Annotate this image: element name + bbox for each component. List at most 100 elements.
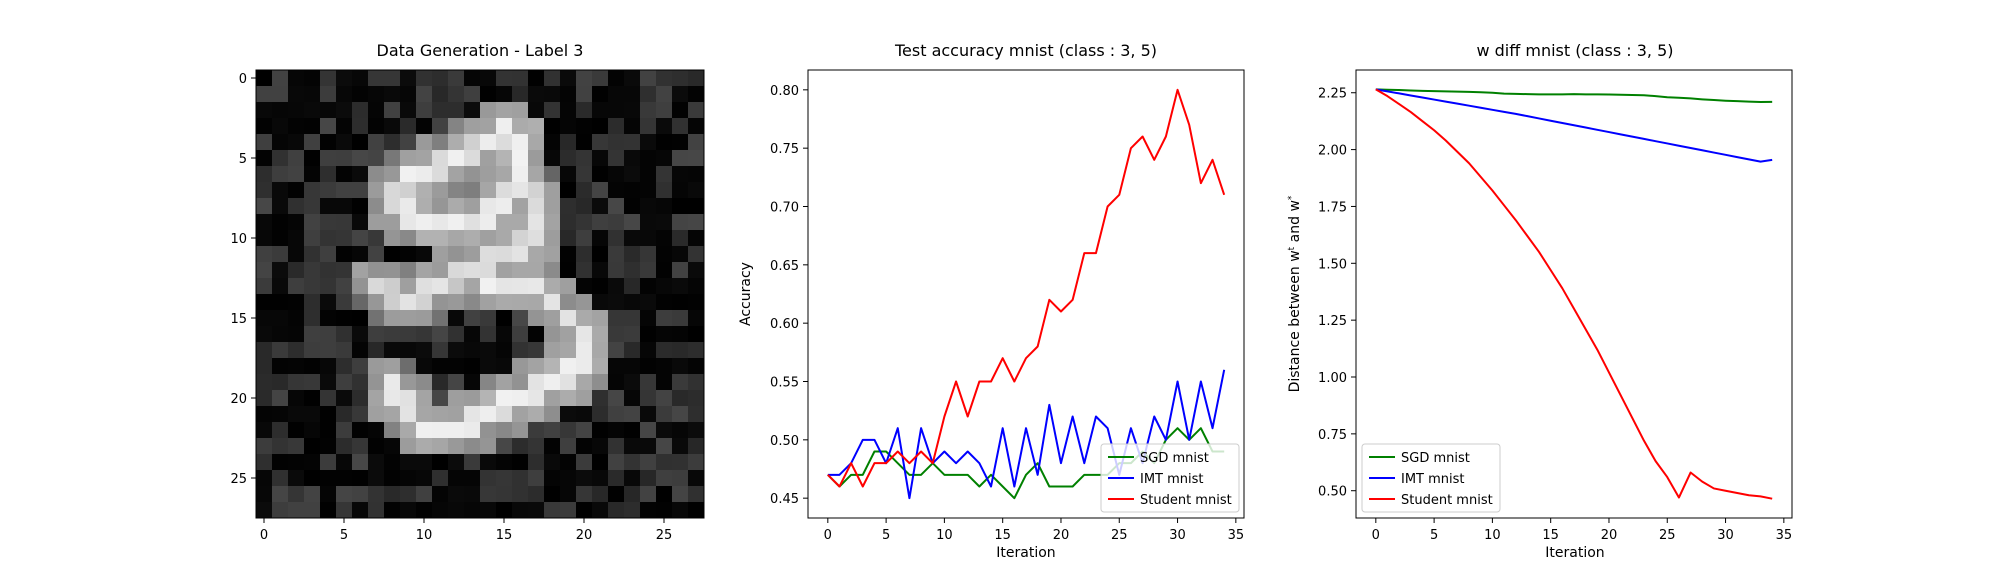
heatmap-cell	[368, 342, 385, 359]
heatmap-cell	[368, 182, 385, 199]
heatmap-cell	[464, 102, 481, 119]
heatmap-cell	[624, 118, 641, 135]
heatmap-cell	[688, 406, 705, 423]
heatmap-cell	[544, 230, 561, 247]
heatmap-cell	[560, 422, 577, 439]
heatmap-cell	[288, 150, 305, 167]
heatmap-cell	[432, 342, 449, 359]
heatmap-cell	[640, 310, 657, 327]
heatmap-cell	[384, 502, 401, 519]
heatmap-cell	[576, 166, 593, 183]
heatmap-cell	[528, 182, 545, 199]
heatmap-cell	[320, 342, 337, 359]
heatmap-cell	[320, 70, 337, 87]
heatmap-cell	[304, 422, 321, 439]
heatmap-cell	[416, 278, 433, 295]
heatmap-cell	[336, 198, 353, 215]
heatmap-cell	[576, 406, 593, 423]
heatmap-cell	[592, 166, 609, 183]
heatmap-cell	[432, 102, 449, 119]
heatmap-cell	[576, 70, 593, 87]
heatmap-cell	[256, 70, 273, 87]
heatmap-cell	[336, 390, 353, 407]
heatmap-cell	[416, 166, 433, 183]
heatmap-cell	[352, 470, 369, 487]
heatmap-cell	[368, 486, 385, 503]
heatmap-cell	[288, 294, 305, 311]
accuracy-frame	[807, 69, 1245, 519]
heatmap-xtick-label: 25	[656, 528, 673, 543]
heatmap-cell	[608, 278, 625, 295]
heatmap-cell	[640, 438, 657, 455]
heatmap-cell	[512, 278, 529, 295]
heatmap-cell	[592, 214, 609, 231]
heatmap-cell	[336, 262, 353, 279]
heatmap-cell	[560, 326, 577, 343]
heatmap-cell	[384, 470, 401, 487]
heatmap-cell	[480, 486, 497, 503]
heatmap-cell	[256, 470, 273, 487]
heatmap-cell	[400, 326, 417, 343]
heatmap-cell	[656, 406, 673, 423]
heatmap-cell	[688, 214, 705, 231]
heatmap-cell	[384, 342, 401, 359]
heatmap-cell	[320, 310, 337, 327]
heatmap-cell	[272, 118, 289, 135]
heatmap-cell	[256, 198, 273, 215]
heatmap-cell	[656, 246, 673, 263]
heatmap-cell	[688, 342, 705, 359]
heatmap-cell	[432, 358, 449, 375]
heatmap-cell	[352, 374, 369, 391]
heatmap-cell	[400, 70, 417, 87]
heatmap-cell	[592, 438, 609, 455]
heatmap-cell	[560, 134, 577, 151]
heatmap-cell	[592, 182, 609, 199]
heatmap-cell	[400, 470, 417, 487]
heatmap-cell	[656, 230, 673, 247]
heatmap-cell	[368, 150, 385, 167]
heatmap-cell	[496, 198, 513, 215]
heatmap-cell	[320, 470, 337, 487]
heatmap-cell	[656, 150, 673, 167]
heatmap-cell	[448, 166, 465, 183]
heatmap-cell	[544, 102, 561, 119]
wdiff-series-sgd-line	[1375, 88, 1773, 104]
heatmap-cell	[656, 454, 673, 471]
heatmap-cell	[656, 326, 673, 343]
heatmap-cell	[672, 278, 689, 295]
heatmap-cell	[272, 454, 289, 471]
heatmap-cell	[656, 390, 673, 407]
heatmap-cell	[608, 294, 625, 311]
heatmap-cell	[512, 358, 529, 375]
heatmap-cell	[416, 438, 433, 455]
heatmap-cell	[400, 198, 417, 215]
heatmap-cell	[688, 230, 705, 247]
heatmap-xtick-label: 10	[416, 528, 433, 543]
heatmap-cell	[416, 246, 433, 263]
heatmap-cell	[656, 294, 673, 311]
heatmap-cell	[576, 134, 593, 151]
heatmap-cell	[272, 294, 289, 311]
heatmap-cell	[272, 86, 289, 103]
heatmap-cell	[416, 294, 433, 311]
heatmap-cell	[480, 118, 497, 135]
heatmap-cell	[288, 470, 305, 487]
heatmap-cell	[480, 438, 497, 455]
heatmap-cell	[384, 70, 401, 87]
heatmap-cell	[640, 294, 657, 311]
heatmap-cell	[304, 342, 321, 359]
heatmap-cell	[624, 86, 641, 103]
heatmap-cell	[592, 342, 609, 359]
heatmap-cell	[304, 326, 321, 343]
heatmap-cell	[464, 358, 481, 375]
heatmap-cell	[560, 390, 577, 407]
heatmap-cell	[512, 182, 529, 199]
heatmap-cell	[272, 278, 289, 295]
heatmap-cell	[640, 390, 657, 407]
heatmap-cell	[464, 134, 481, 151]
heatmap-cell	[400, 406, 417, 423]
heatmap-cell	[304, 294, 321, 311]
heatmap-cell	[464, 198, 481, 215]
heatmap-cell	[688, 470, 705, 487]
heatmap-cell	[480, 278, 497, 295]
